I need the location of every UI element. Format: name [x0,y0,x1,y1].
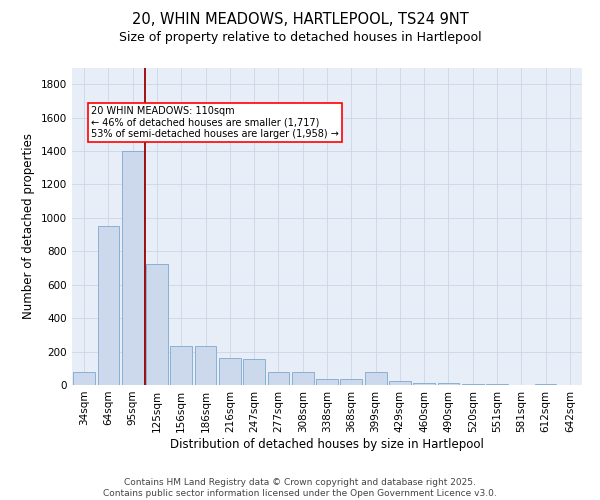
Bar [365,372,386,385]
Text: 20 WHIN MEADOWS: 110sqm
← 46% of detached houses are smaller (1,717)
53% of semi: 20 WHIN MEADOWS: 110sqm ← 46% of detache… [91,106,339,139]
Bar [292,372,314,385]
Bar [535,384,556,385]
Bar [413,384,435,385]
Bar [389,381,411,385]
Bar [170,346,192,385]
Bar [486,384,508,385]
Bar [122,151,143,385]
Y-axis label: Number of detached properties: Number of detached properties [22,133,35,320]
Bar [316,379,338,385]
Text: Contains HM Land Registry data © Crown copyright and database right 2025.
Contai: Contains HM Land Registry data © Crown c… [103,478,497,498]
Text: 20, WHIN MEADOWS, HARTLEPOOL, TS24 9NT: 20, WHIN MEADOWS, HARTLEPOOL, TS24 9NT [131,12,469,28]
Text: Size of property relative to detached houses in Hartlepool: Size of property relative to detached ho… [119,31,481,44]
Bar [194,346,217,385]
Bar [73,372,95,385]
X-axis label: Distribution of detached houses by size in Hartlepool: Distribution of detached houses by size … [170,438,484,450]
Bar [268,372,289,385]
Bar [462,384,484,385]
Bar [97,226,119,385]
Bar [437,384,460,385]
Bar [219,358,241,385]
Bar [340,379,362,385]
Bar [243,359,265,385]
Bar [146,264,168,385]
